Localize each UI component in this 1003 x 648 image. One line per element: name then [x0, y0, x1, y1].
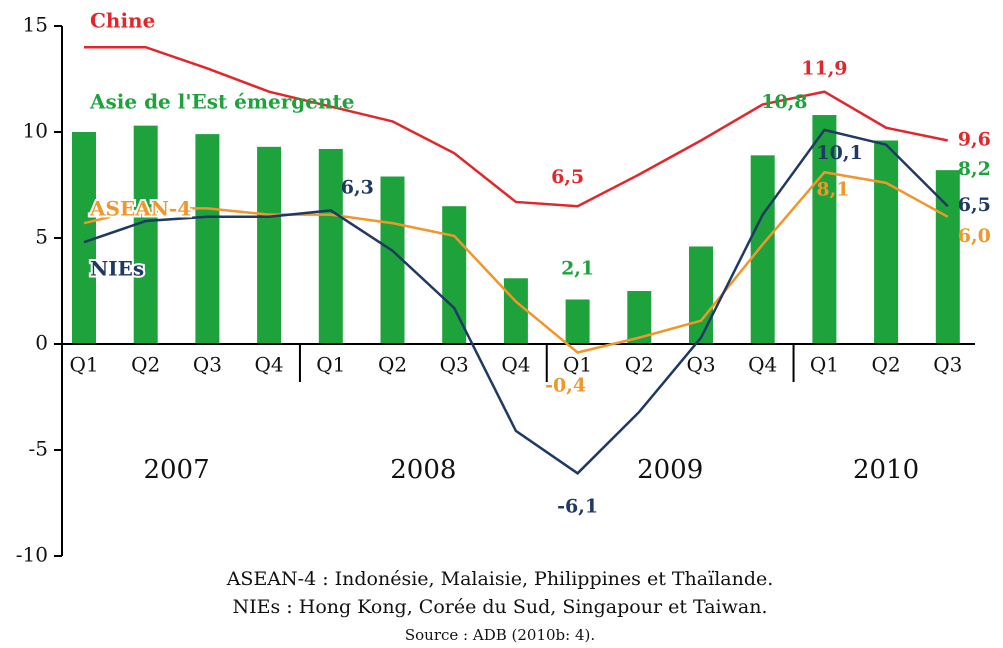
x-tick-label: Q1	[563, 353, 592, 377]
x-tick-label: Q2	[378, 353, 407, 377]
note: ASEAN-4 : Indonésie, Malaisie, Philippin…	[226, 568, 774, 590]
bar	[565, 299, 590, 344]
note: NIEs : Hong Kong, Corée du Sud, Singapou…	[233, 596, 768, 618]
data-label: 10,1	[816, 142, 862, 164]
series-label: NIEs	[90, 257, 144, 281]
y-tick-label: 10	[23, 119, 48, 143]
series-label: Chine	[90, 9, 155, 33]
bar	[318, 148, 343, 344]
x-tick-label: Q2	[131, 353, 160, 377]
bar	[133, 125, 158, 344]
data-label: 6,5	[958, 194, 991, 216]
year-label: 2008	[390, 455, 456, 485]
x-tick-label: Q4	[255, 353, 284, 377]
x-tick-label: Q4	[501, 353, 530, 377]
y-tick-label: -5	[29, 437, 48, 461]
x-tick-label: Q3	[686, 353, 715, 377]
x-tick-label: Q3	[440, 353, 469, 377]
source: Source : ADB (2010b: 4).	[405, 626, 595, 644]
x-tick-label: Q4	[748, 353, 777, 377]
data-label: 8,1	[816, 178, 849, 200]
data-label: 2,1	[561, 257, 594, 279]
x-tick-label: Q2	[625, 353, 654, 377]
year-label: 2010	[853, 455, 919, 485]
line	[83, 170, 949, 354]
bar	[380, 176, 405, 344]
x-tick-label: Q2	[872, 353, 901, 377]
x-tick-label: Q1	[810, 353, 839, 377]
bar	[442, 206, 467, 344]
bar	[195, 134, 220, 344]
bar	[812, 115, 837, 344]
bar	[503, 278, 528, 344]
bar	[257, 146, 282, 344]
bar	[750, 155, 775, 344]
year-label: 2009	[637, 455, 703, 485]
y-tick-label: 5	[35, 225, 48, 249]
y-tick-label: 0	[35, 331, 48, 355]
x-tick-label: Q3	[933, 353, 962, 377]
data-label: -6,1	[557, 495, 598, 517]
data-label: 11,9	[801, 58, 847, 80]
bar	[689, 246, 713, 344]
line	[84, 45, 949, 208]
x-tick-label: Q1	[316, 353, 345, 377]
data-label: 8,2	[958, 158, 991, 180]
bar	[874, 140, 899, 344]
x-tick-label: Q3	[193, 353, 222, 377]
data-label: 10,8	[761, 91, 807, 113]
bar	[72, 132, 96, 344]
series-label: ASEAN-4	[89, 197, 191, 221]
line	[83, 128, 949, 475]
year-label: 2007	[143, 455, 209, 485]
data-label: 6,5	[551, 166, 584, 188]
x-tick-label: Q1	[69, 353, 98, 377]
data-label: 6,0	[958, 225, 991, 247]
y-tick-label: 15	[23, 13, 48, 37]
series-label: Asie de l'Est émergente	[89, 90, 355, 114]
data-label: 9,6	[958, 128, 991, 150]
data-label: -0,4	[545, 374, 586, 396]
data-label: 6,3	[341, 176, 374, 198]
y-tick-label: -10	[16, 543, 48, 567]
